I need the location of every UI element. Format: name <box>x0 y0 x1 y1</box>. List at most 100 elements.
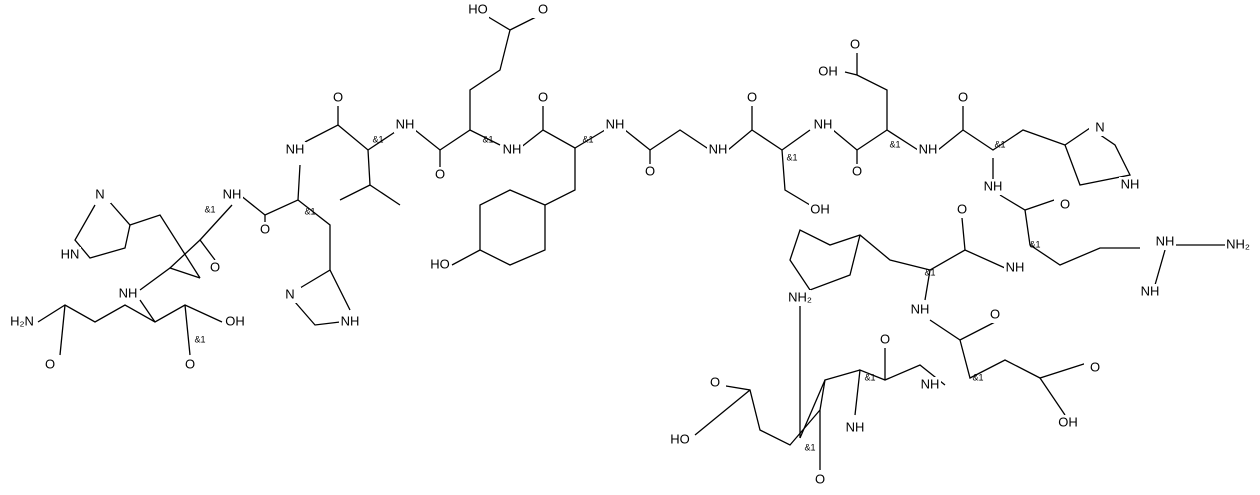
atom-label: NH₂ <box>788 289 812 304</box>
atom-label: NH <box>1006 259 1025 274</box>
atom-label: OH <box>225 313 245 328</box>
stereo-label: &1 <box>194 334 205 344</box>
stereo-label: &1 <box>994 139 1005 149</box>
label-bg <box>327 90 349 106</box>
atom-label: HN <box>61 246 80 261</box>
atom-label: O <box>1060 196 1070 211</box>
atom-label: HO <box>468 1 488 16</box>
bond <box>924 249 1006 301</box>
bond <box>469 14 511 130</box>
stereo-label: &1 <box>582 134 593 144</box>
atom-label: O <box>852 163 862 178</box>
atom-label: O <box>45 356 55 371</box>
atom-label: NH <box>1121 176 1140 191</box>
label-bg <box>532 90 554 106</box>
stereo-label: &1 <box>1029 239 1040 249</box>
bond <box>624 129 711 151</box>
stereo-label: &1 <box>804 442 815 452</box>
label-bg <box>224 314 246 330</box>
label-bg <box>1139 284 1161 300</box>
bond <box>199 204 233 241</box>
label-bg <box>1089 120 1111 136</box>
bond <box>519 129 606 149</box>
bonds <box>37 14 1225 470</box>
label-bg <box>254 222 276 238</box>
atom-label: NH <box>286 141 305 156</box>
stereo-label: &1 <box>786 152 797 162</box>
atom-label: O <box>538 89 548 104</box>
label-bg <box>179 357 201 373</box>
atom-label: O <box>957 201 967 216</box>
bond <box>819 369 861 470</box>
bond <box>339 184 371 201</box>
label-bg <box>1119 177 1141 193</box>
bond <box>74 204 131 259</box>
bond <box>294 301 341 326</box>
bond <box>844 71 888 130</box>
stereo-label: &1 <box>972 372 983 382</box>
stereo-label: &1 <box>482 134 493 144</box>
stereo-label: &1 <box>304 206 315 216</box>
label-bg <box>1054 197 1076 213</box>
label-bg <box>204 260 226 276</box>
label-bg <box>1084 360 1106 376</box>
label-bg <box>89 187 111 203</box>
label-bg <box>812 117 834 133</box>
label-bg <box>279 287 301 303</box>
label-bg <box>11 314 33 330</box>
label-bg <box>1227 237 1249 253</box>
bond <box>367 149 401 206</box>
label-bg <box>394 117 416 133</box>
label-bg <box>467 2 489 18</box>
bond <box>107 199 201 279</box>
label-bg <box>919 377 941 393</box>
label-bg <box>604 117 626 133</box>
bond <box>239 164 301 216</box>
label-bg <box>284 142 306 158</box>
atom-label: O <box>1090 359 1100 374</box>
label-bg <box>809 202 831 218</box>
bond <box>781 149 811 206</box>
label-bg <box>429 167 451 183</box>
atom-label: N <box>95 186 104 201</box>
bond <box>1064 127 1131 186</box>
label-bg <box>639 164 661 180</box>
label-bg <box>982 179 1004 195</box>
atom-label: NH <box>984 178 1003 193</box>
atom-label: O <box>815 471 825 486</box>
atom-label: NH <box>709 141 728 156</box>
bond <box>451 249 481 266</box>
label-bg <box>844 420 866 436</box>
atom-label: NH₂ <box>1226 236 1250 251</box>
atom-label: OH <box>818 63 838 78</box>
label-bg <box>59 247 81 263</box>
bond <box>297 199 331 289</box>
atom-label: NH <box>503 141 522 156</box>
label-bg <box>952 90 974 106</box>
bond <box>1039 377 1066 416</box>
label-bg <box>917 142 939 158</box>
atom-label: H₂N <box>10 313 34 328</box>
atom-label: NH <box>119 285 138 300</box>
atom-label: O <box>850 36 860 51</box>
label-bg <box>741 90 763 106</box>
atom-label: OH <box>810 201 830 216</box>
bond <box>999 194 1061 211</box>
label-bg <box>532 2 554 18</box>
stereo-label: &1 <box>924 267 935 277</box>
bond <box>959 339 1091 379</box>
label-bg <box>1004 260 1026 276</box>
bond <box>59 304 66 356</box>
atom-label: NH <box>223 186 242 201</box>
bond <box>719 384 821 446</box>
bond <box>1024 209 1140 266</box>
atom-label: O <box>333 89 343 104</box>
atom-label: N <box>1095 119 1104 134</box>
stereo-label: &1 <box>889 139 900 149</box>
atom-label: NH <box>396 116 415 131</box>
label-bg <box>809 472 831 488</box>
label-bg <box>874 332 896 348</box>
bond <box>414 129 501 151</box>
atom-label: NH <box>606 116 625 131</box>
